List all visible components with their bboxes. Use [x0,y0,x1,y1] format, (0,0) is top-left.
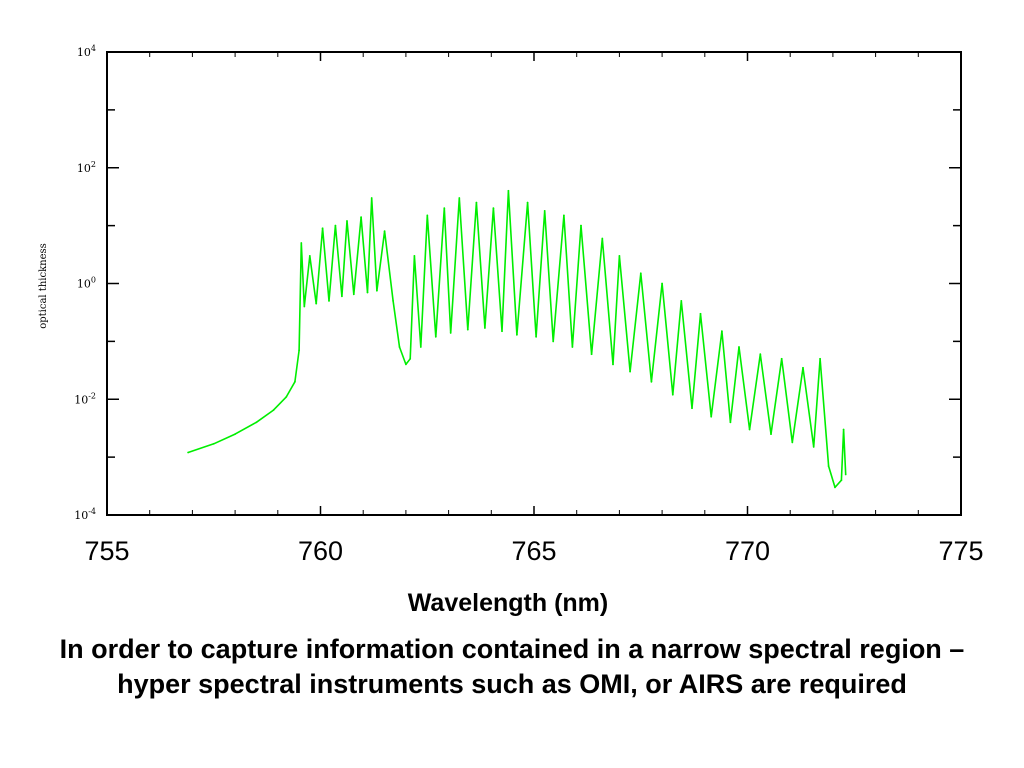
data-point [443,207,446,210]
data-point [618,255,621,257]
y-tick-label: 100 [77,276,96,291]
data-point [671,393,674,396]
data-point [272,409,275,411]
data-point [791,441,794,444]
data-point [383,230,386,233]
data-point [563,214,565,217]
data-point [419,346,422,348]
x-tick-label: 755 [84,536,129,566]
data-point [601,237,604,240]
data-point [780,357,783,360]
data-point [516,333,518,336]
data-point [571,346,574,348]
data-point [315,302,318,305]
data-point [819,357,821,360]
x-axis-label: Wavelength (nm) [408,589,608,617]
data-point [426,214,429,217]
data-point [413,255,416,257]
data-point [770,433,772,435]
data-point [449,332,452,334]
plot-frame [106,51,962,516]
data-point [535,335,537,338]
data-point [303,305,306,308]
data-point [710,415,713,418]
data-point [234,433,237,435]
data-point [840,479,843,482]
y-axis-label: optical thickness [38,243,49,329]
data-point [434,335,437,338]
data-point [376,289,378,292]
data-point [650,380,653,383]
data-point [834,486,836,489]
data-point [405,363,407,366]
slide-caption: In order to capture information containe… [59,634,965,699]
data-point [844,473,847,476]
data-point [812,446,815,448]
data-point [352,293,355,296]
data-point [255,421,258,424]
data-point [187,451,190,454]
data-point [661,282,663,285]
data-point [466,328,469,331]
data-point [370,197,373,199]
data-point [639,272,642,275]
spectrum-series-line [187,190,847,489]
data-point [308,255,311,257]
data-point [321,227,324,230]
y-tick-labels: 10-4 10-2 100 102 104 [74,44,96,522]
data-point [721,330,723,333]
data-point [802,366,804,369]
x-tick-labels: 755 760 765 770 775 [84,536,983,566]
data-point [475,201,478,204]
y-tick-label: 10-2 [74,391,96,406]
data-point [699,312,702,315]
y-tick-label: 104 [77,44,96,59]
data-point [458,197,461,199]
data-point [409,357,412,360]
data-point [729,421,732,424]
y-tick-label: 102 [77,160,96,175]
data-point [360,216,362,219]
data-point [285,396,288,398]
data-point [392,300,394,302]
data-point [334,224,337,227]
y-tick-label: 10-4 [74,507,96,522]
axis-ticks [106,52,962,515]
data-point [580,224,582,227]
data-point [526,201,529,204]
x-tick-label: 775 [938,536,983,566]
spectrum-data-points [187,189,847,489]
data-point [300,242,303,244]
data-point [691,407,693,410]
data-point [543,210,546,212]
data-point [612,363,614,366]
data-point [629,370,631,373]
x-tick-label: 760 [298,536,343,566]
x-tick-label: 770 [725,536,770,566]
data-point [501,330,503,333]
data-point [827,465,830,467]
data-point [298,349,300,352]
data-point [759,353,762,356]
data-point [341,295,343,298]
x-tick-label: 765 [511,536,556,566]
data-point [492,207,495,210]
data-point [680,300,683,302]
data-point [212,442,215,445]
data-point [552,340,555,343]
data-point [507,189,510,192]
data-point [484,327,486,329]
data-point [328,300,330,302]
data-point [590,353,593,356]
data-point [842,428,845,431]
data-point [398,346,401,348]
data-point [346,220,348,222]
data-point [294,380,296,383]
optical-thickness-chart: 10-4 10-2 100 102 104 755 760 765 770 775 Wavele… [38,44,984,617]
data-point [366,291,369,294]
data-point [738,346,740,348]
data-point [748,428,751,431]
